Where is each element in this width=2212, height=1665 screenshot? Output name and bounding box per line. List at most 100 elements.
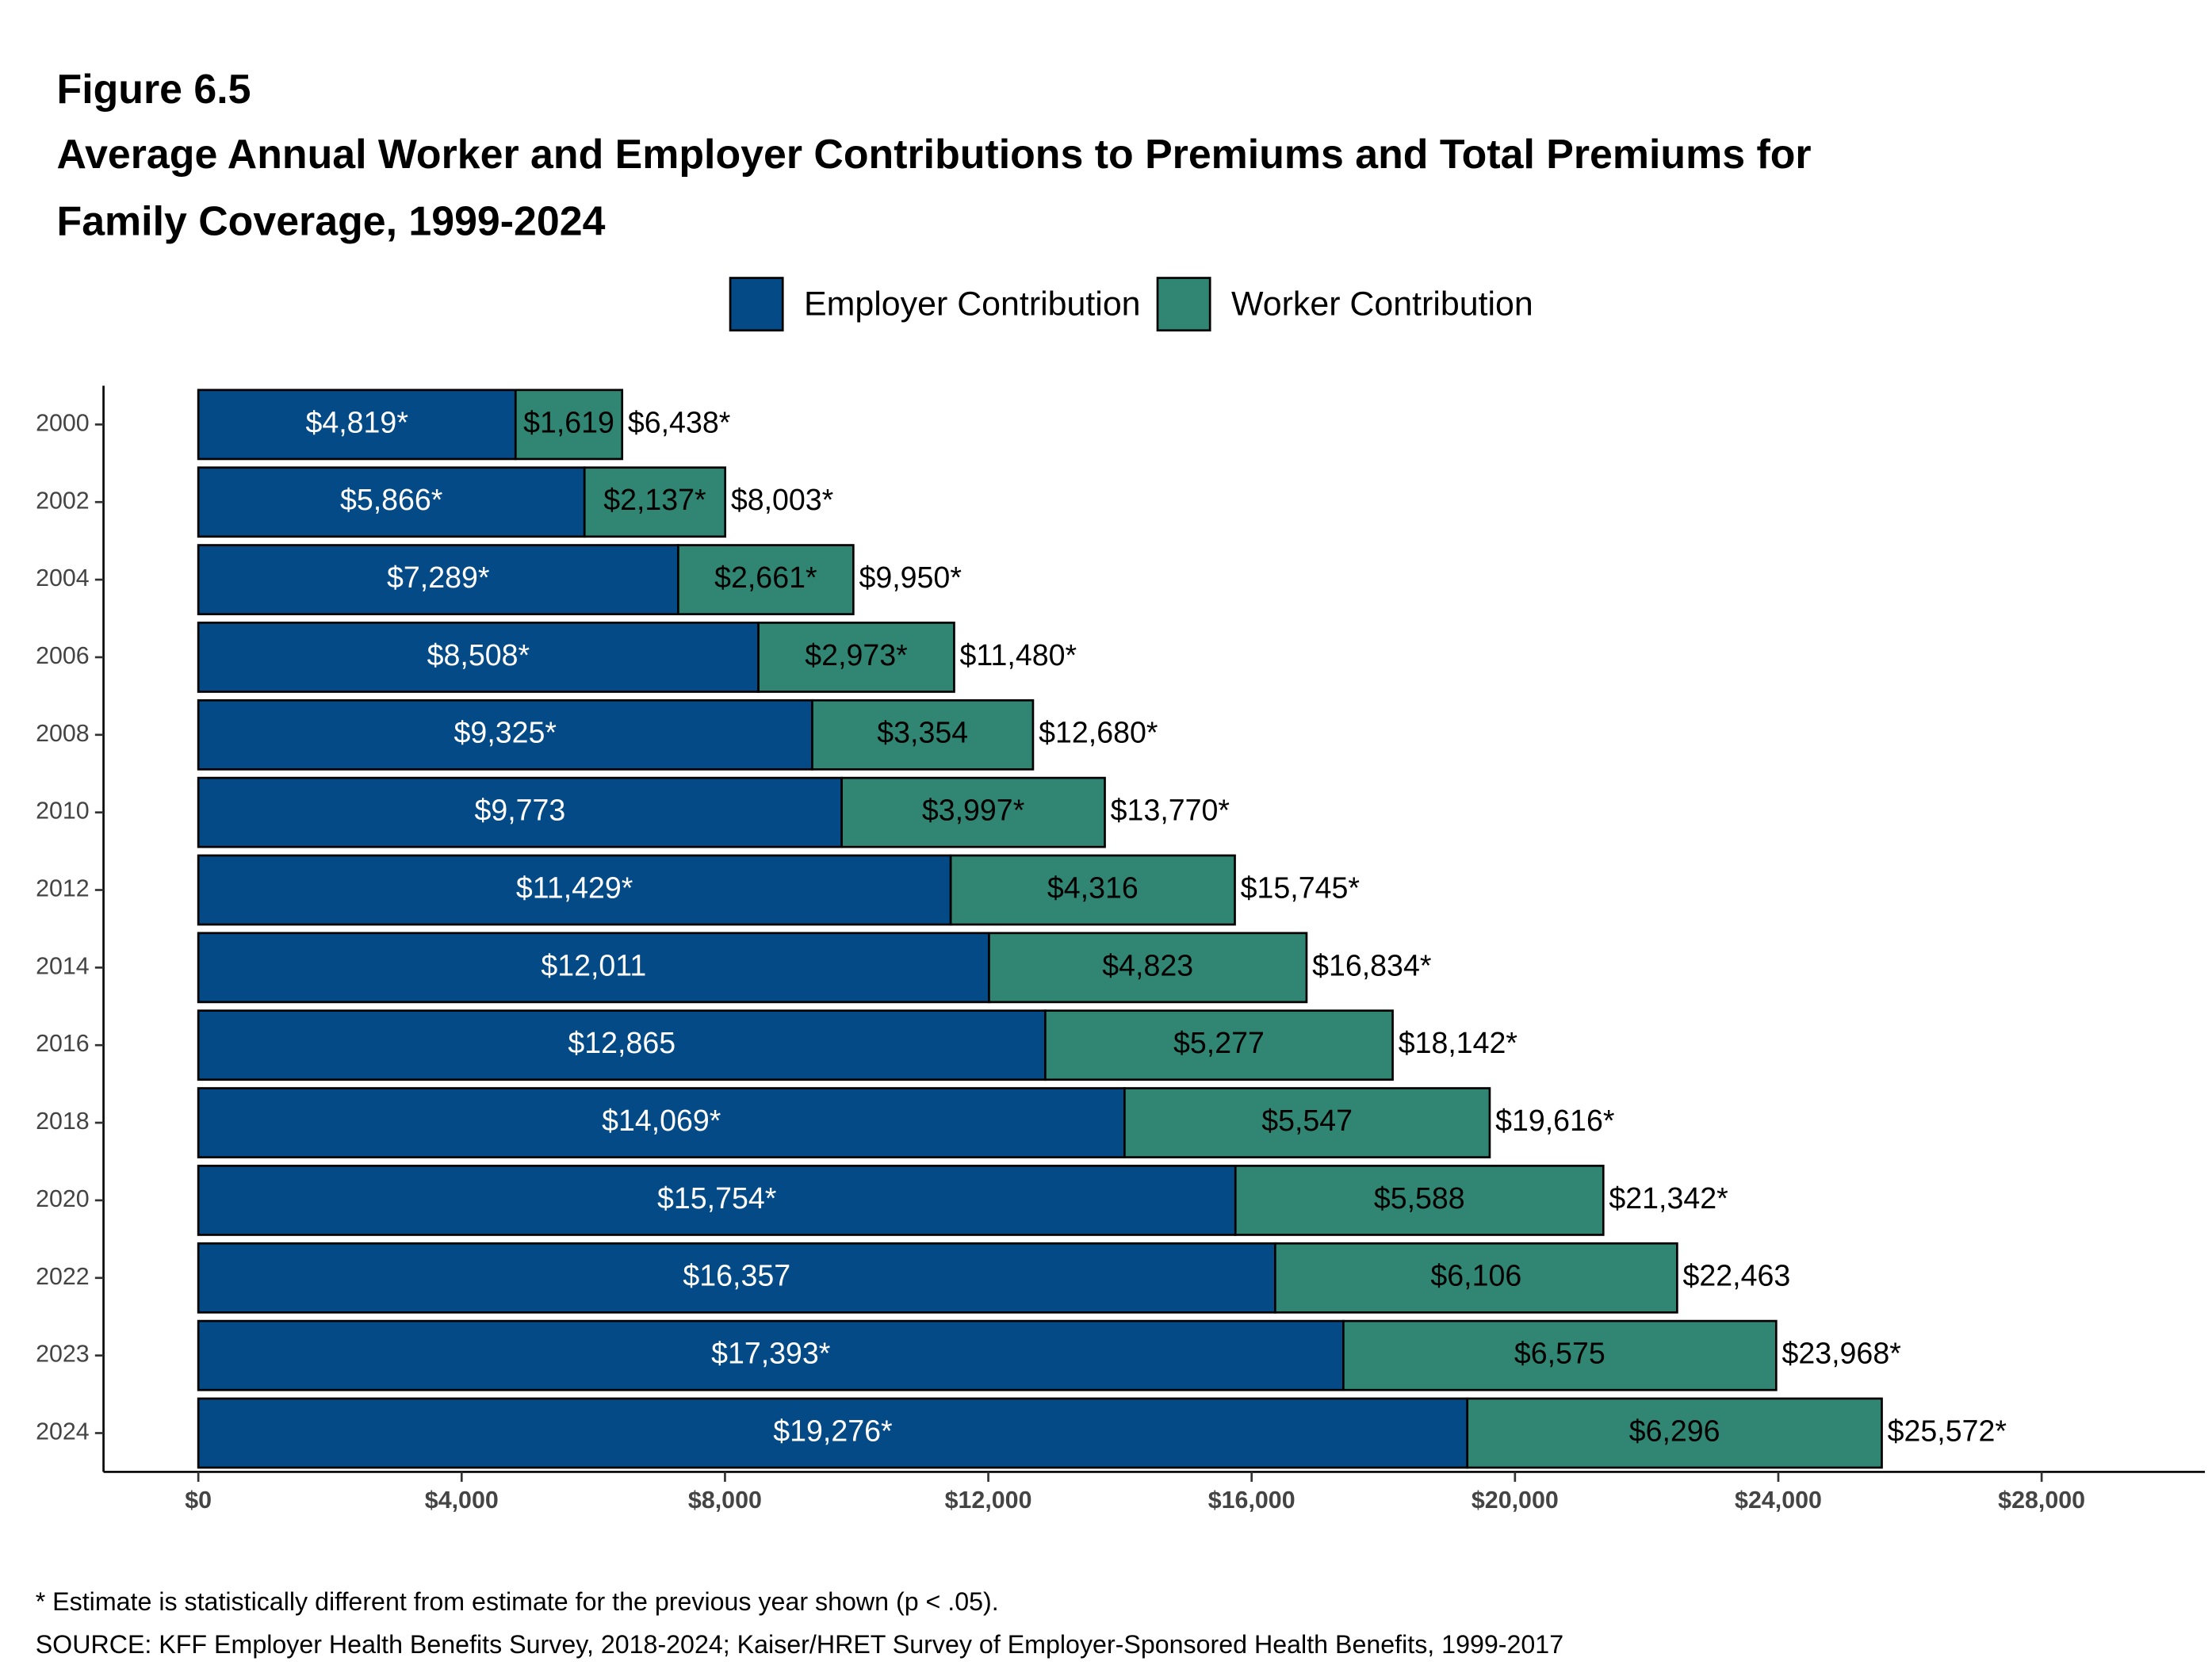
bar-segment (514, 388, 624, 461)
chart-title: Family Coverage, 1999-2024 (57, 197, 606, 243)
bar-segment (197, 1242, 1276, 1314)
bar-segment (197, 932, 990, 1004)
bar-segment (197, 1397, 1469, 1469)
x-tick-label: $28,000 (1998, 1487, 2085, 1514)
bar-segment (811, 699, 1035, 771)
total-label: $21,342* (1609, 1181, 1728, 1215)
bar-segment (197, 1319, 1345, 1391)
x-tick-label: $24,000 (1735, 1487, 1822, 1514)
value-label: $5,588 (1374, 1181, 1465, 1215)
value-label: $11,429* (516, 871, 633, 904)
value-label: $12,865 (568, 1026, 675, 1059)
value-label: $1,619 (523, 405, 614, 438)
total-label: $12,680* (1039, 716, 1158, 749)
value-label: $9,325* (454, 716, 557, 749)
footnote: * Estimate is statistically different fr… (36, 1587, 999, 1616)
value-label: $2,661* (714, 561, 817, 594)
total-label: $16,834* (1312, 948, 1432, 982)
value-label: $8,508* (427, 638, 530, 672)
value-label: $3,997* (922, 794, 1025, 827)
x-tick-label: $20,000 (1471, 1487, 1559, 1514)
bar-segment (840, 776, 1106, 848)
value-label: $12,011 (541, 948, 646, 982)
legend-label: Employer Contribution (804, 285, 1141, 323)
total-label: $25,572* (1888, 1414, 2007, 1447)
bar-segment (1466, 1397, 1883, 1469)
x-tick-label: $16,000 (1208, 1487, 1295, 1514)
y-tick-label: 2012 (36, 875, 90, 902)
y-tick-label: 2010 (36, 798, 90, 825)
bar-segment (1274, 1242, 1678, 1314)
legend-label: Worker Contribution (1231, 285, 1533, 323)
chart-title: Average Annual Worker and Employer Contr… (57, 131, 1812, 177)
bar-segment (949, 854, 1236, 926)
legend-swatch (1156, 277, 1211, 332)
value-label: $5,277 (1173, 1026, 1265, 1059)
x-tick-label: $12,000 (945, 1487, 1032, 1514)
legend-swatch (729, 277, 784, 332)
value-label: $6,106 (1430, 1259, 1521, 1292)
value-label: $4,819* (305, 405, 408, 438)
bar-segment (988, 932, 1308, 1004)
value-label: $5,866* (340, 483, 443, 516)
total-label: $8,003* (731, 483, 834, 516)
total-label: $15,745* (1241, 871, 1360, 904)
value-label: $16,357 (683, 1259, 790, 1292)
bar-segment (197, 544, 679, 615)
value-label: $2,137* (603, 483, 706, 516)
value-label: $6,575 (1514, 1337, 1605, 1370)
y-tick-label: 2022 (36, 1263, 90, 1290)
total-label: $9,950* (859, 561, 962, 594)
y-tick-label: 2006 (36, 642, 90, 669)
x-tick-label: $4,000 (425, 1487, 499, 1514)
value-label: $6,296 (1629, 1414, 1720, 1447)
total-label: $23,968* (1781, 1337, 1901, 1370)
y-tick-label: 2004 (36, 565, 90, 591)
value-label: $2,973* (805, 638, 908, 672)
bar-segment (1123, 1087, 1491, 1158)
x-tick-label: $8,000 (688, 1487, 762, 1514)
y-tick-label: 2016 (36, 1030, 90, 1057)
y-tick-label: 2014 (36, 952, 90, 979)
value-label: $19,276* (773, 1414, 893, 1447)
value-label: $5,547 (1261, 1104, 1353, 1137)
y-tick-label: 2024 (36, 1418, 90, 1445)
bar-segment (197, 1087, 1126, 1158)
total-label: $19,616* (1495, 1104, 1615, 1137)
total-label: $18,142* (1399, 1026, 1518, 1059)
y-tick-label: 2023 (36, 1341, 90, 1368)
bar-segment (197, 1165, 1237, 1236)
bar-segment (1044, 1009, 1394, 1081)
figure-label: Figure 6.5 (57, 66, 251, 112)
bar-segment (1234, 1165, 1605, 1236)
bar-segment (197, 699, 813, 771)
y-tick-label: 2020 (36, 1185, 90, 1212)
total-label: $22,463 (1683, 1259, 1791, 1292)
bar-segment (197, 776, 843, 848)
y-tick-label: 2000 (36, 409, 90, 436)
bar-segment (757, 622, 955, 693)
bar-segment (197, 622, 760, 693)
value-label: $4,823 (1102, 948, 1193, 982)
y-tick-label: 2002 (36, 487, 90, 514)
y-tick-label: 2008 (36, 720, 90, 747)
bar-segment (197, 466, 586, 538)
total-label: $13,770* (1111, 794, 1230, 827)
bar-segment (197, 388, 517, 461)
bar-segment (677, 544, 855, 615)
value-label: $17,393* (711, 1337, 831, 1370)
value-label: $15,754* (657, 1181, 777, 1215)
value-label: $7,289* (387, 561, 490, 594)
x-tick-label: $0 (185, 1487, 212, 1514)
bar-segment (1342, 1319, 1778, 1391)
y-tick-label: 2018 (36, 1108, 90, 1135)
value-label: $14,069* (602, 1104, 721, 1137)
total-label: $11,480* (960, 638, 1077, 672)
total-label: $6,438* (628, 405, 731, 438)
source-note: SOURCE: KFF Employer Health Benefits Sur… (36, 1630, 1563, 1659)
value-label: $3,354 (877, 716, 968, 749)
value-label: $4,316 (1047, 871, 1139, 904)
bar-segment (583, 466, 727, 538)
value-label: $9,773 (474, 794, 565, 827)
